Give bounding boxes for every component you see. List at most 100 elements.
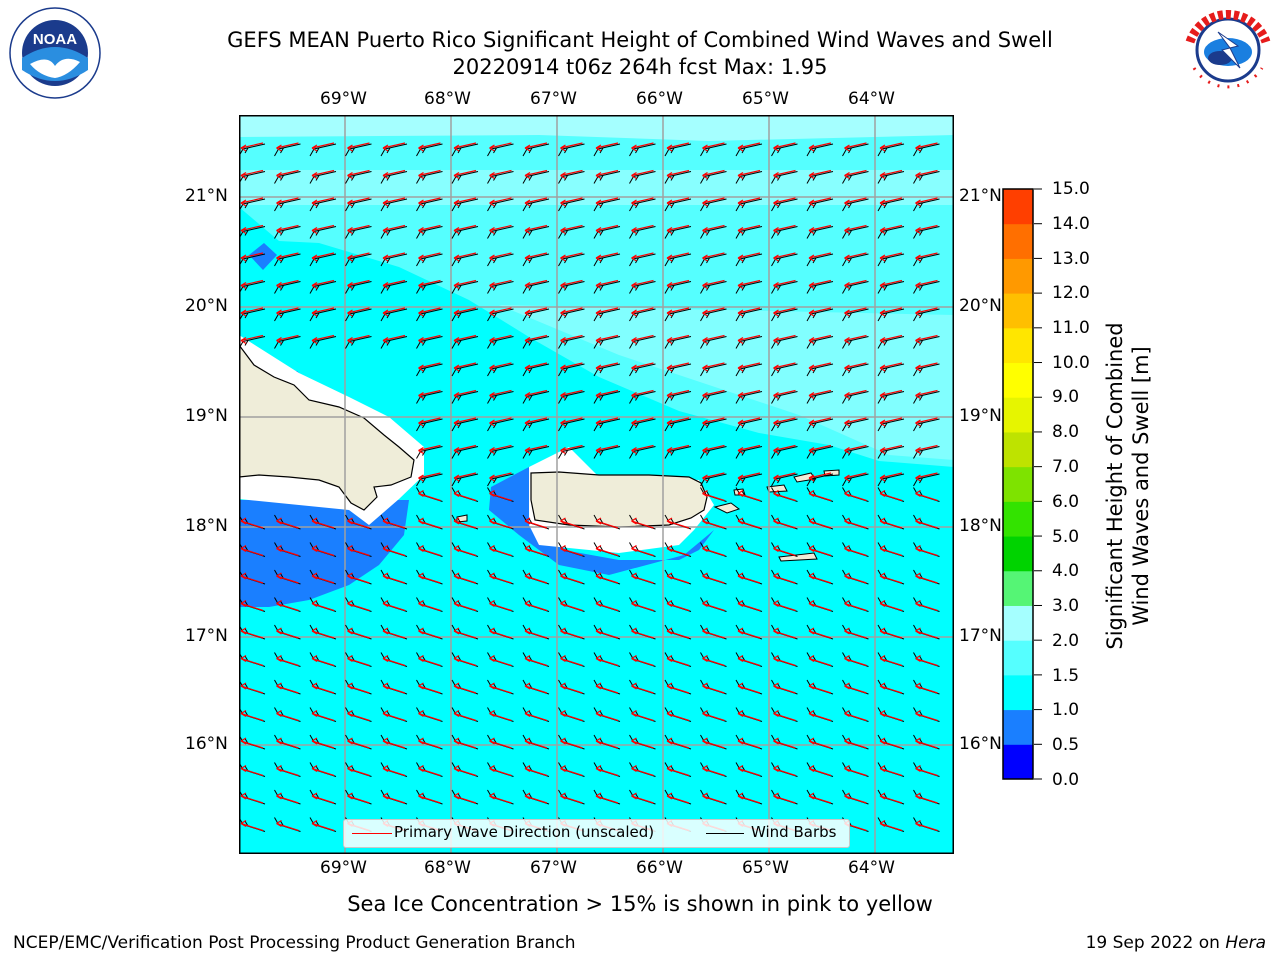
wave-direction-arrow: [631, 307, 654, 317]
wave-direction-arrow: [311, 224, 335, 235]
wave-direction-arrow: [418, 334, 441, 345]
wave-direction-arrow: [524, 334, 548, 345]
wind-barb: [771, 446, 798, 459]
wave-direction-arrow: [631, 682, 654, 694]
wave-direction-arrow: [276, 279, 299, 290]
wind-barb: [629, 336, 656, 349]
wave-direction-arrow: [915, 389, 938, 400]
wave-direction-arrow: [808, 764, 832, 777]
wave-direction-arrow: [347, 764, 370, 777]
lon-label-top: 69°W: [320, 89, 367, 109]
wave-direction-arrow: [595, 572, 619, 584]
wind-barb: [487, 418, 514, 432]
wind-barb: [274, 308, 301, 322]
wave-direction-arrow: [595, 389, 619, 400]
wave-direction-arrow: [666, 334, 690, 345]
wave-direction-arrow: [311, 252, 335, 262]
wave-direction-arrow: [808, 472, 832, 482]
wave-direction-arrow: [418, 362, 441, 372]
colorbar-title: Significant Height of Combined Wind Wave…: [1103, 322, 1153, 650]
wave-direction-arrow: [631, 627, 654, 639]
wind-barb: [593, 363, 621, 377]
wave-direction-arrow: [382, 307, 406, 317]
wind-barb: [806, 171, 834, 184]
wave-direction-arrow: [844, 169, 867, 180]
wave-direction-arrow: [915, 417, 938, 427]
wave-direction-arrow: [347, 572, 370, 584]
wave-direction-arrow: [418, 252, 441, 262]
wave-direction-arrow: [240, 279, 264, 290]
colorbar-tick-label: 4.0: [1052, 561, 1080, 581]
wind-barb: [451, 391, 479, 404]
wave-direction-arrow: [737, 142, 761, 152]
wave-direction-arrow: [418, 654, 441, 667]
wave-direction-arrow: [240, 599, 264, 612]
wave-direction-arrow: [631, 362, 654, 372]
wave-direction-arrow: [879, 544, 903, 557]
wave-direction-arrow: [240, 682, 264, 694]
wave-direction-arrow: [418, 764, 441, 777]
wave-direction-arrow: [524, 444, 548, 455]
wave-direction-arrow: [560, 737, 583, 749]
wave-direction-arrow: [773, 627, 796, 639]
low-wave-zone: [489, 465, 714, 575]
wave-direction-arrow: [773, 517, 796, 529]
wave-direction-arrow: [418, 517, 441, 529]
wave-direction-arrow: [489, 654, 512, 667]
wave-direction-arrow: [453, 472, 477, 482]
wave-direction-arrow: [524, 682, 548, 694]
wave-direction-arrow: [311, 819, 335, 832]
wave-direction-arrow: [418, 389, 441, 400]
wave-direction-arrow: [524, 307, 548, 317]
wave-direction-arrow: [737, 764, 761, 777]
wave-direction-arrow: [240, 627, 264, 639]
wave-direction-arrow: [418, 792, 441, 804]
wind-barb: [345, 198, 372, 212]
lon-label-top: 68°W: [424, 89, 471, 109]
wave-direction-arrow: [524, 544, 548, 557]
wave-direction-arrow: [311, 764, 335, 777]
wind-barb: [593, 391, 621, 404]
wave-direction-arrow: [666, 252, 690, 262]
wind-barb: [913, 281, 940, 294]
wind-barb: [416, 226, 443, 239]
wave-direction-arrow: [808, 627, 832, 639]
wave-direction-arrow: [489, 572, 512, 584]
lon-label-bottom: 64°W: [848, 858, 895, 878]
wind-barb: [487, 473, 514, 487]
wave-direction-arrow: [560, 142, 583, 152]
wave-direction-arrow: [595, 682, 619, 694]
wave-direction-arrow: [808, 599, 832, 612]
wave-direction-arrow: [453, 389, 477, 400]
wave-direction-arrow: [489, 627, 512, 639]
wave-direction-arrow: [524, 792, 548, 804]
wave-direction-arrow: [560, 709, 583, 722]
wave-direction-arrow: [311, 737, 335, 749]
wave-direction-arrow: [382, 792, 406, 804]
wave-direction-arrow: [311, 654, 335, 667]
wave-direction-arrow: [915, 517, 938, 529]
wave-direction-arrow: [347, 279, 370, 290]
wind-barb: [877, 308, 905, 322]
wind-barb: [487, 336, 514, 349]
wave-direction-arrow: [808, 142, 832, 152]
wind-barb: [487, 171, 514, 184]
wind-barb-swatch: [706, 833, 744, 834]
colorbar-tick-label: 13.0: [1052, 249, 1090, 269]
wave-direction-arrow: [347, 792, 370, 804]
wind-barb: [664, 308, 692, 322]
wind-barb: [913, 198, 940, 212]
wave-direction-arrow: [276, 224, 299, 235]
wind-barb: [558, 363, 585, 377]
wind-barb: [451, 336, 479, 349]
wave-direction-arrow: [489, 792, 512, 804]
wave-direction-arrow: [311, 279, 335, 290]
wind-barb: [593, 308, 621, 322]
wave-direction-arrow: [453, 279, 477, 290]
lat-label-right: 21°N: [959, 186, 1002, 206]
wind-barb: [629, 171, 656, 184]
wave-direction-arrow: [524, 572, 548, 584]
wind-barb: [700, 281, 727, 294]
wave-direction-arrow: [595, 517, 619, 529]
wave-direction-arrow: [595, 709, 619, 722]
